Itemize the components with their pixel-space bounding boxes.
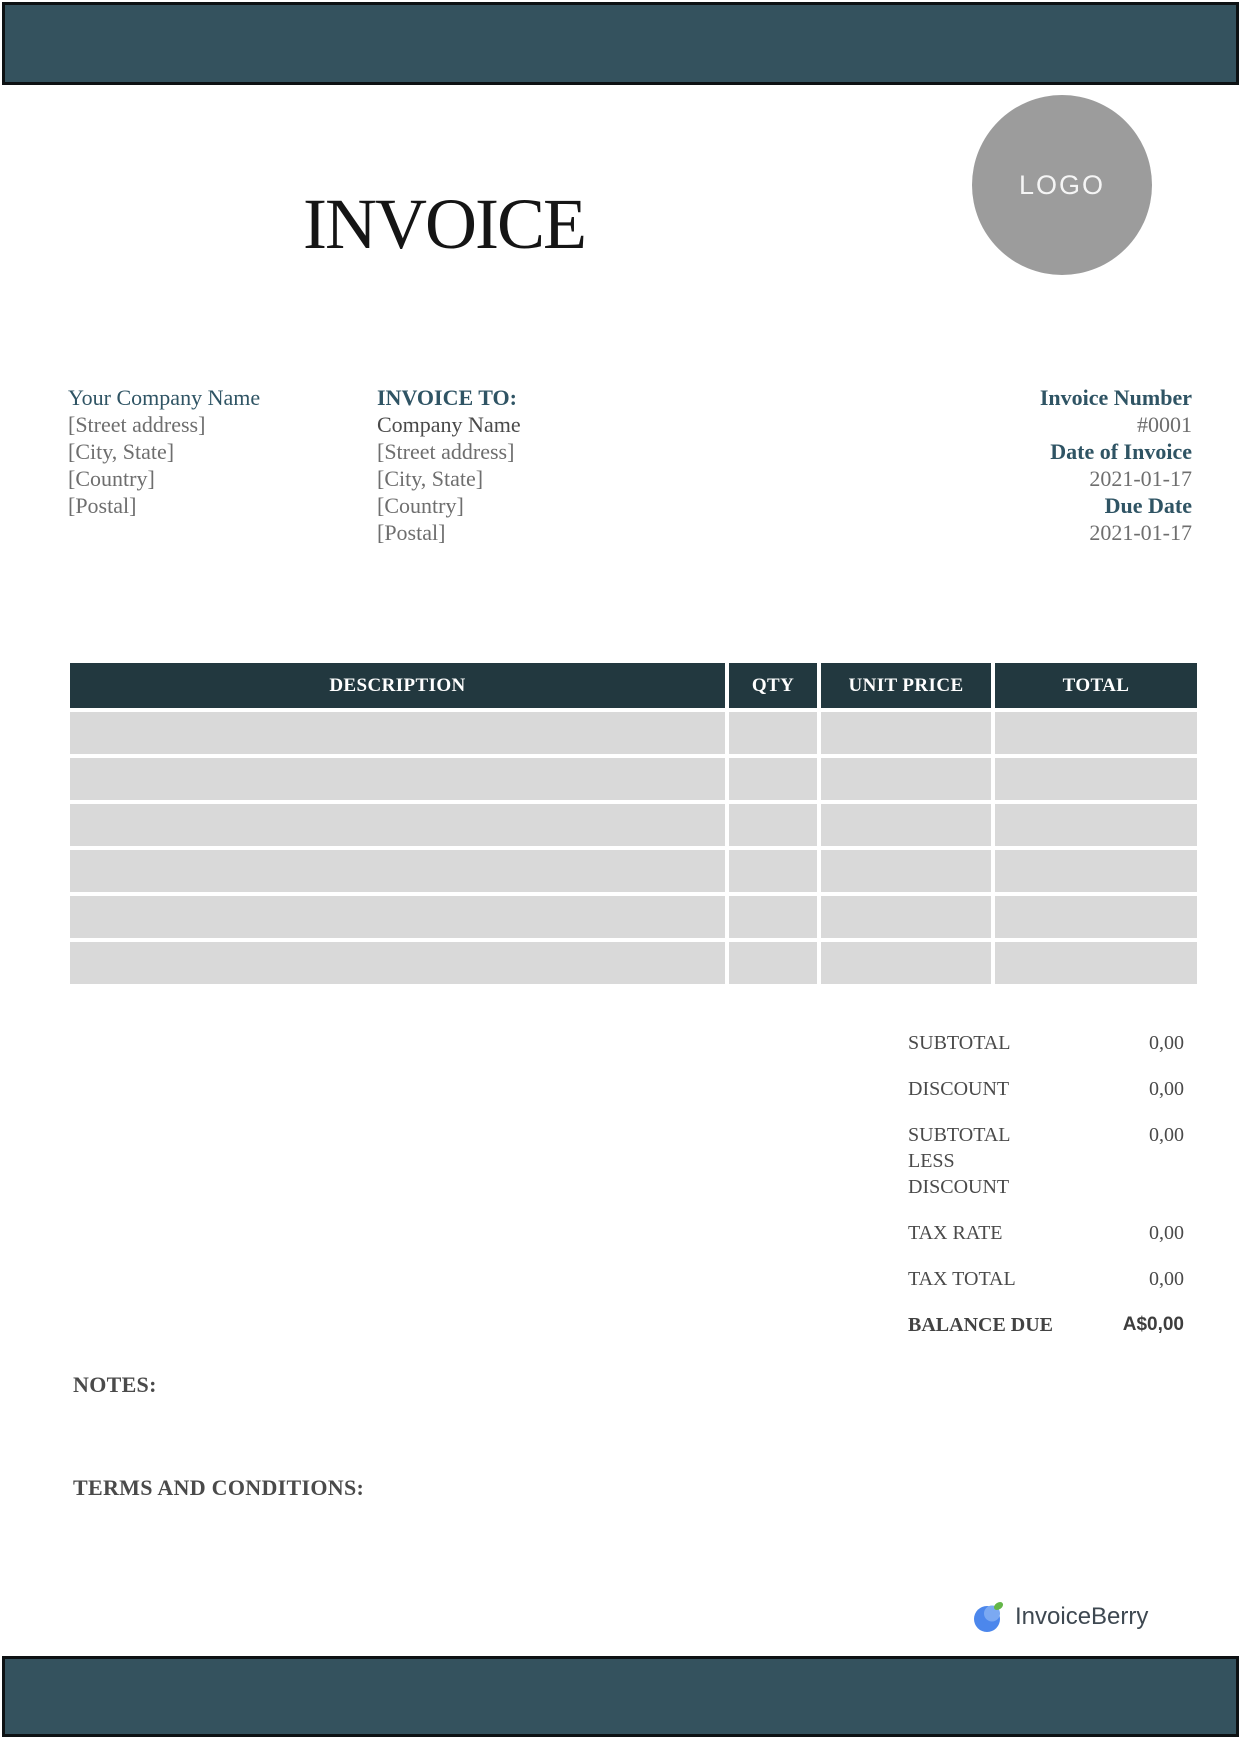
invoice-meta-block: Invoice Number #0001 Date of Invoice 202…: [1040, 384, 1192, 546]
table-cell-total: [995, 758, 1197, 800]
logo-placeholder-label: LOGO: [1018, 169, 1106, 200]
discount-row: DISCOUNT 0,00: [908, 1076, 1184, 1102]
table-cell-qty: [729, 850, 817, 892]
column-header-description: DESCRIPTION: [70, 663, 725, 708]
table-cell-qty: [729, 758, 817, 800]
table-cell-unit-price: [821, 850, 991, 892]
client-country: [Country]: [377, 493, 464, 518]
table-cell-total: [995, 896, 1197, 938]
balance-due-row: BALANCE DUE A$0,00: [908, 1312, 1184, 1338]
sender-street: [Street address]: [68, 412, 206, 437]
due-date-label: Due Date: [1104, 493, 1192, 518]
subtotal-less-discount-row: SUBTOTAL LESS DISCOUNT 0,00: [908, 1122, 1184, 1200]
table-cell-qty: [729, 896, 817, 938]
table-cell-description: [70, 896, 725, 938]
subtotal-less-discount-label: SUBTOTAL LESS DISCOUNT: [908, 1124, 1010, 1198]
table-cell-total: [995, 712, 1197, 754]
invoice-date-label: Date of Invoice: [1050, 439, 1192, 464]
tax-rate-row: TAX RATE 0,00: [908, 1220, 1184, 1246]
tax-rate-label: TAX RATE: [908, 1222, 1003, 1244]
sender-city-state: [City, State]: [68, 439, 175, 464]
table-cell-total: [995, 804, 1197, 846]
tax-total-value: 0,00: [1149, 1268, 1184, 1290]
table-cell-description: [70, 758, 725, 800]
subtotal-value: 0,00: [1149, 1032, 1184, 1054]
table-cell-unit-price: [821, 804, 991, 846]
invoice-number-value: #0001: [1137, 412, 1192, 437]
client-postal: [Postal]: [377, 520, 446, 545]
invoiceberry-berry-icon: [972, 1600, 1006, 1634]
table-cell-qty: [729, 804, 817, 846]
table-cell-total: [995, 942, 1197, 984]
invoice-info-section: Your Company Name [Street address] [City…: [68, 384, 1192, 546]
top-accent-bar: [2, 2, 1239, 85]
invoice-date-value: 2021-01-17: [1089, 466, 1192, 491]
sender-country: [Country]: [68, 466, 155, 491]
totals-section: SUBTOTAL 0,00 DISCOUNT 0,00 SUBTOTAL LES…: [908, 1030, 1184, 1358]
discount-value: 0,00: [1149, 1078, 1184, 1100]
tax-total-label: TAX TOTAL: [908, 1268, 1016, 1290]
client-street: [Street address]: [377, 439, 515, 464]
client-city-state: [City, State]: [377, 466, 484, 491]
balance-due-value: A$0,00: [1122, 1314, 1184, 1335]
client-company-name: Company Name: [377, 412, 521, 437]
table-cell-unit-price: [821, 896, 991, 938]
invoice-to-heading: INVOICE TO:: [377, 385, 517, 410]
table-cell-total: [995, 850, 1197, 892]
tax-total-row: TAX TOTAL 0,00: [908, 1266, 1184, 1292]
invoiceberry-brand: InvoiceBerry: [972, 1600, 1148, 1634]
table-cell-description: [70, 942, 725, 984]
sender-company-name: Your Company Name: [68, 385, 261, 410]
tax-rate-value: 0,00: [1149, 1222, 1184, 1244]
due-date-value: 2021-01-17: [1089, 520, 1192, 545]
subtotal-less-discount-value: 0,00: [1149, 1124, 1184, 1146]
bottom-accent-bar: [2, 1656, 1239, 1737]
column-header-qty: QTY: [729, 663, 817, 708]
line-items-table: DESCRIPTION QTY UNIT PRICE TOTAL: [70, 663, 1197, 984]
sender-company-block: Your Company Name [Street address] [City…: [68, 384, 377, 546]
notes-heading: NOTES:: [73, 1372, 157, 1397]
terms-heading: TERMS AND CONDITIONS:: [73, 1475, 365, 1500]
column-header-unit-price: UNIT PRICE: [821, 663, 991, 708]
invoiceberry-brand-name: InvoiceBerry: [1015, 1603, 1149, 1630]
table-cell-description: [70, 850, 725, 892]
table-cell-unit-price: [821, 942, 991, 984]
company-logo-placeholder: LOGO: [972, 95, 1152, 275]
table-cell-unit-price: [821, 758, 991, 800]
table-cell-qty: [729, 942, 817, 984]
balance-due-label: BALANCE DUE: [908, 1314, 1054, 1336]
page-title: INVOICE: [303, 184, 587, 264]
table-cell-description: [70, 804, 725, 846]
invoice-to-block: INVOICE TO: Company Name [Street address…: [377, 384, 707, 546]
invoice-number-label: Invoice Number: [1039, 385, 1192, 410]
column-header-total: TOTAL: [995, 663, 1197, 708]
table-cell-qty: [729, 712, 817, 754]
table-cell-description: [70, 712, 725, 754]
sender-postal: [Postal]: [68, 493, 137, 518]
subtotal-label: SUBTOTAL: [908, 1032, 1011, 1054]
table-cell-unit-price: [821, 712, 991, 754]
discount-label: DISCOUNT: [908, 1078, 1010, 1100]
subtotal-row: SUBTOTAL 0,00: [908, 1030, 1184, 1056]
